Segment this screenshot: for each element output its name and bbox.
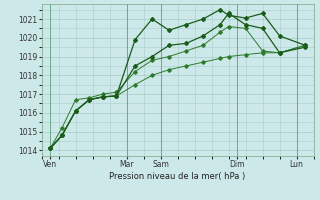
X-axis label: Pression niveau de la mer( hPa ): Pression niveau de la mer( hPa ) xyxy=(109,172,246,181)
